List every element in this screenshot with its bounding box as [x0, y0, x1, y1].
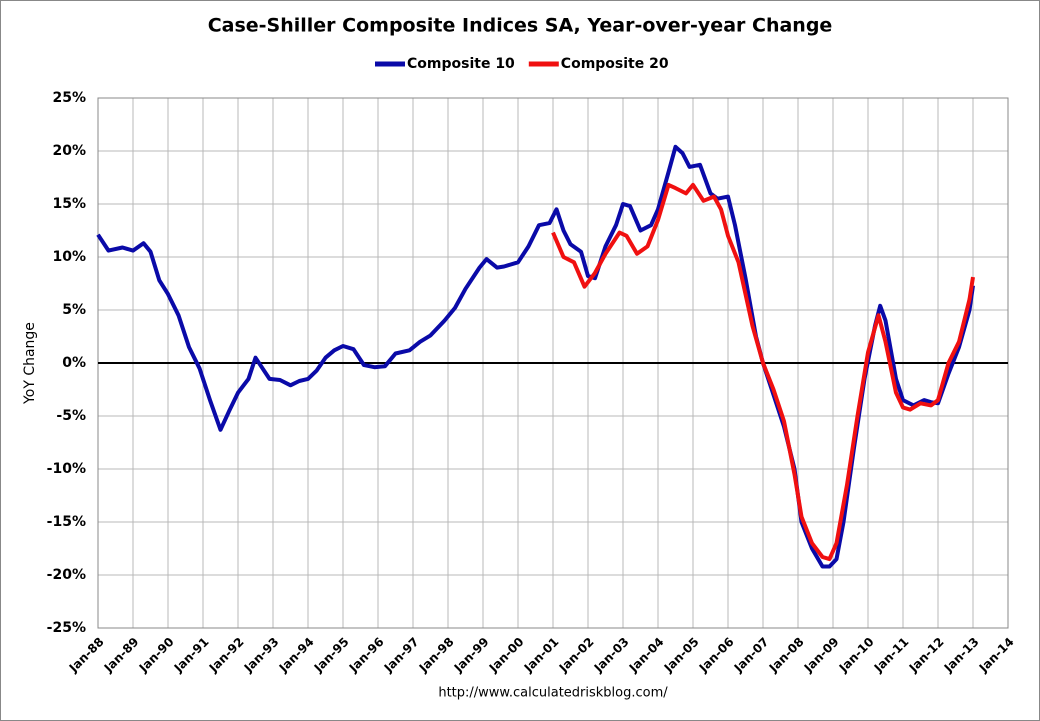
y-tick-label: 0%: [62, 355, 86, 371]
y-tick-label: 20%: [52, 143, 86, 159]
data-line: [96, 144, 975, 569]
source: http://www.calculatedriskblog.com/: [438, 686, 668, 701]
y-tick-label: 5%: [62, 302, 86, 318]
y-tick-label: -20%: [47, 567, 86, 583]
legend-label: Composite 20: [561, 56, 669, 72]
y-tick-label: 10%: [52, 249, 86, 265]
legend-label: Composite 10: [407, 56, 515, 72]
chart-title: Case-Shiller Composite Indices SA, Year-…: [208, 15, 833, 37]
y-tick-label: -5%: [56, 408, 86, 424]
y-tick-label: -10%: [47, 461, 86, 477]
y-tick-label: -15%: [47, 514, 86, 530]
data-line: [551, 182, 975, 562]
y-tick-label: -25%: [47, 620, 86, 636]
y-axis-label: YoY Change: [22, 322, 38, 405]
y-tick-label: 25%: [52, 90, 86, 106]
y-tick-label: 15%: [52, 196, 86, 212]
